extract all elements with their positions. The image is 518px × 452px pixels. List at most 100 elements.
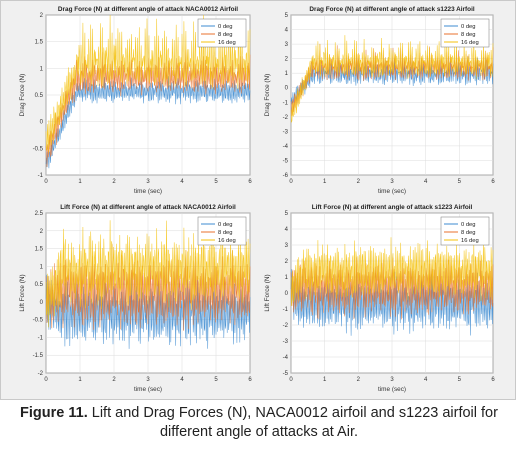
legend-label: 0 deg — [218, 24, 233, 30]
legend-label: 8 deg — [461, 32, 476, 38]
legend-label: 8 deg — [218, 32, 233, 38]
x-axis-label: time (sec) — [378, 188, 406, 195]
y-tick-label: 0.5 — [35, 93, 44, 99]
caption-text: Lift and Drag Forces (N), NACA0012 airfo… — [91, 405, 498, 440]
y-tick-label: -2 — [283, 115, 289, 121]
y-tick-label: 0.5 — [35, 282, 44, 288]
x-tick-label: 1 — [78, 179, 82, 185]
chart-title: Lift Force (N) at different angle of att… — [60, 204, 236, 211]
y-axis-label: Drag Force (N) — [264, 74, 271, 117]
figure-caption: Figure 11. Lift and Drag Forces (N), NAC… — [0, 404, 518, 442]
x-tick-label: 0 — [44, 377, 48, 383]
chart-title: Drag Force (N) at different angle of att… — [58, 6, 238, 13]
y-axis-label: Drag Force (N) — [19, 74, 26, 117]
y-tick-label: -1 — [283, 100, 289, 106]
x-tick-label: 2 — [112, 179, 116, 185]
chart-title: Lift Force (N) at different angle of att… — [312, 204, 473, 211]
x-axis-label: time (sec) — [134, 386, 162, 393]
y-tick-label: -1 — [283, 307, 289, 313]
x-tick-label: 4 — [180, 179, 184, 185]
y-tick-label: 5 — [285, 13, 289, 19]
y-tick-label: 5 — [285, 211, 289, 217]
y-tick-label: -4 — [283, 355, 289, 361]
legend: 0 deg 8 deg 16 deg — [197, 216, 247, 246]
x-tick-label: 5 — [458, 179, 462, 185]
x-tick-label: 6 — [491, 179, 495, 185]
x-tick-label: 1 — [323, 179, 327, 185]
y-tick-label: 2 — [40, 229, 44, 235]
x-tick-label: 4 — [424, 179, 428, 185]
x-tick-label: 6 — [491, 377, 495, 383]
x-tick-label: 5 — [214, 377, 218, 383]
x-tick-label: 0 — [44, 179, 48, 185]
y-tick-label: -4 — [283, 144, 289, 150]
y-tick-label: 4 — [285, 227, 289, 233]
x-tick-label: 2 — [357, 377, 361, 383]
y-axis-label: Lift Force (N) — [264, 274, 271, 311]
y-tick-label: 1 — [40, 264, 44, 270]
x-tick-label: 0 — [289, 377, 293, 383]
x-tick-label: 4 — [424, 377, 428, 383]
y-tick-label: 1.5 — [35, 247, 44, 253]
y-tick-label: 0 — [40, 120, 44, 126]
legend-label: 0 deg — [461, 222, 476, 228]
y-tick-label: 2 — [285, 259, 289, 265]
y-tick-label: -1 — [38, 335, 44, 341]
chart-panel-1: 0 1 2 3 4 5 6 -1 -0.5 0 0.5 1 1.5 2 Drag Force (N) at … — [19, 6, 252, 195]
series-line-16-deg — [290, 237, 494, 306]
chart-panel-4: 0 1 2 3 4 5 6 -5 -4 -3 -2 -1 0 1 2 3 4 5 Lift Force (N) at… — [264, 204, 495, 393]
y-tick-label: 0 — [285, 291, 289, 297]
y-tick-label: 0 — [40, 300, 44, 306]
y-tick-label: 3 — [285, 42, 289, 48]
x-tick-label: 3 — [390, 377, 394, 383]
legend-label: 8 deg — [461, 230, 476, 236]
x-tick-label: 6 — [248, 377, 252, 383]
y-tick-label: -1 — [38, 173, 44, 179]
y-tick-label: -6 — [283, 173, 289, 179]
y-tick-label: -3 — [283, 339, 289, 345]
legend: 0 deg 8 deg 16 deg — [440, 216, 490, 246]
x-tick-label: 1 — [78, 377, 82, 383]
legend-label: 16 deg — [461, 40, 479, 46]
chart-panel-2: 0 1 2 3 4 5 6 -6 -5 -4 -3 -2 -1 0 1 2 3 4 5 Drag Force (N) … — [264, 6, 495, 195]
y-tick-label: 2.5 — [35, 211, 44, 217]
legend-label: 16 deg — [218, 40, 236, 46]
x-tick-label: 1 — [323, 377, 327, 383]
x-tick-label: 5 — [214, 179, 218, 185]
x-tick-label: 5 — [458, 377, 462, 383]
x-tick-label: 3 — [146, 179, 150, 185]
x-tick-label: 2 — [112, 377, 116, 383]
y-tick-label: -2 — [38, 371, 44, 377]
legend-label: 16 deg — [461, 238, 479, 244]
x-tick-label: 3 — [146, 377, 150, 383]
y-tick-label: 0 — [285, 86, 289, 92]
x-tick-label: 4 — [180, 377, 184, 383]
x-tick-label: 2 — [357, 179, 361, 185]
y-axis-label: Lift Force (N) — [19, 274, 26, 311]
legend-label: 0 deg — [218, 222, 233, 228]
y-tick-label: 4 — [285, 28, 289, 34]
chart-title: Drag Force (N) at different angle of att… — [309, 6, 474, 13]
y-tick-label: -0.5 — [33, 318, 44, 324]
y-tick-label: 1 — [40, 66, 44, 72]
y-tick-label: -1.5 — [33, 353, 44, 359]
x-tick-label: 3 — [390, 179, 394, 185]
y-tick-label: -5 — [283, 158, 289, 164]
legend-label: 8 deg — [218, 230, 233, 236]
x-tick-label: 6 — [248, 179, 252, 185]
figure-charts: 0 1 2 3 4 5 6 -1 -0.5 0 0.5 1 1.5 2 Drag Force (N) at … — [19, 6, 495, 393]
y-tick-label: 1 — [285, 71, 289, 77]
chart-panel-3: 0 1 2 3 4 5 6 -2 -1.5 -1 -0.5 0 0.5 1 1.5 2 2.5 Lift Forc… — [19, 204, 252, 393]
y-tick-label: -2 — [283, 323, 289, 329]
y-tick-label: -3 — [283, 129, 289, 135]
x-axis-label: time (sec) — [378, 386, 406, 393]
legend-label: 0 deg — [461, 24, 476, 30]
y-tick-label: 2 — [40, 13, 44, 19]
caption-label: Figure 11. — [20, 405, 88, 421]
legend: 0 deg 8 deg 16 deg — [440, 18, 490, 48]
y-tick-label: -5 — [283, 371, 289, 377]
x-axis-label: time (sec) — [134, 188, 162, 195]
legend-label: 16 deg — [218, 238, 236, 244]
x-tick-label: 0 — [289, 179, 293, 185]
y-tick-label: 1 — [285, 275, 289, 281]
